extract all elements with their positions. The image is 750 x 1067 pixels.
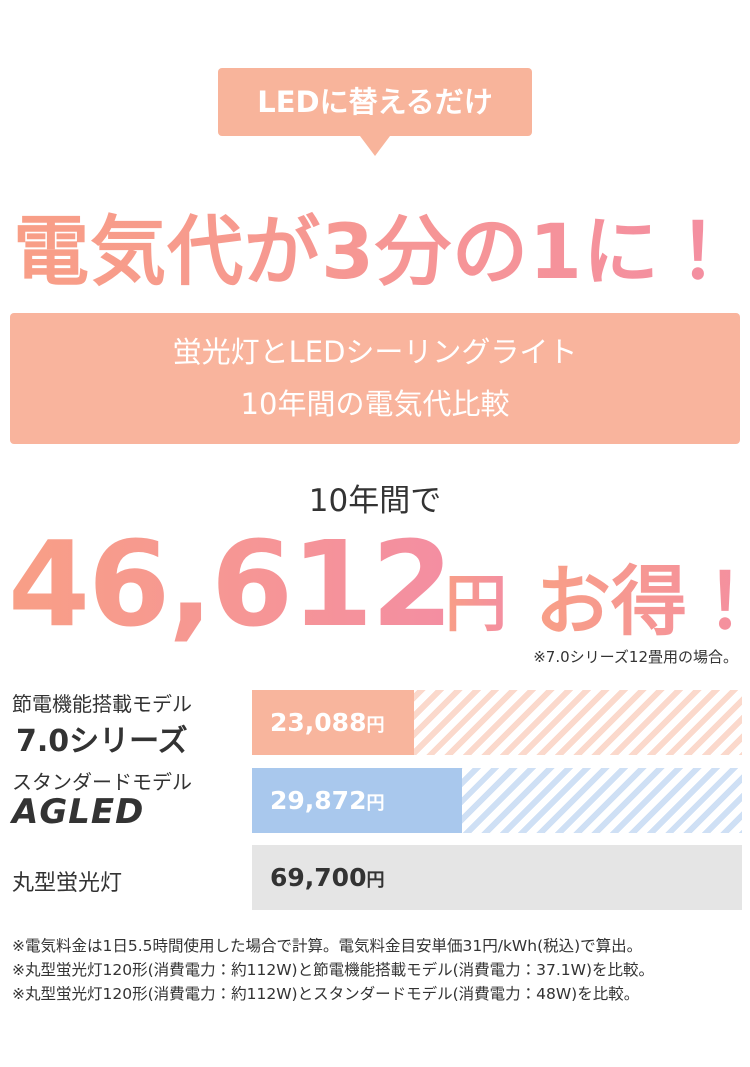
savings-suffix: お得！ <box>535 540 750 650</box>
bar <box>252 690 415 755</box>
savings-amount: 46,612 <box>8 515 453 653</box>
value-label: 29,872円 <box>270 768 384 836</box>
value-number: 69,700 <box>270 863 367 892</box>
comparison-row: スタンダードモデル AGLED 29,872円 <box>0 768 750 833</box>
bar <box>252 845 742 910</box>
subtitle-box: 蛍光灯とLEDシーリングライト 10年間の電気代比較 <box>10 313 740 444</box>
badge: LEDに替えるだけ <box>218 68 532 136</box>
savings-intro: 10年間で <box>308 483 442 519</box>
badge-pointer <box>360 136 390 156</box>
model-name: AGLED <box>12 792 145 832</box>
comparison-row: 丸型蛍光灯 69,700円 <box>0 845 750 910</box>
model-name: 7.0シリーズ <box>16 724 188 759</box>
value-number: 29,872 <box>270 786 367 815</box>
value-label: 69,700円 <box>270 845 384 913</box>
footnote: ※丸型蛍光灯120形(消費電力：約112W)とスタンダードモデル(消費電力：48… <box>12 985 640 1003</box>
savings-unit: 円 <box>445 553 507 643</box>
headline: 電気代が3分の1に！ <box>0 190 750 300</box>
value-label: 23,088円 <box>270 690 384 758</box>
comparison-row: 節電機能搭載モデル 7.0シリーズ 23,088円 <box>0 690 750 759</box>
value-number: 23,088 <box>270 708 367 737</box>
bar-track: 23,088円 <box>252 690 742 755</box>
subtitle-line: 10年間の電気代比較 <box>240 387 510 421</box>
value-unit: 円 <box>366 870 385 891</box>
value-unit: 円 <box>366 715 385 736</box>
row-label: 丸型蛍光灯 <box>12 871 123 896</box>
row-label: スタンダードモデル <box>12 770 192 794</box>
bar-track: 69,700円 <box>252 845 742 910</box>
bar <box>252 768 462 833</box>
savings-note: ※7.0シリーズ12畳用の場合。 <box>533 648 738 666</box>
value-unit: 円 <box>366 793 385 814</box>
bar-track: 29,872円 <box>252 768 742 833</box>
footnote: ※丸型蛍光灯120形(消費電力：約112W)と節電機能搭載モデル(消費電力：37… <box>12 961 655 979</box>
subtitle-line: 蛍光灯とLEDシーリングライト <box>172 335 578 369</box>
footnote: ※電気料金は1日5.5時間使用した場合で計算。電気料金目安単価31円/kWh(税… <box>12 937 643 955</box>
row-label: 節電機能搭載モデル <box>12 692 192 716</box>
